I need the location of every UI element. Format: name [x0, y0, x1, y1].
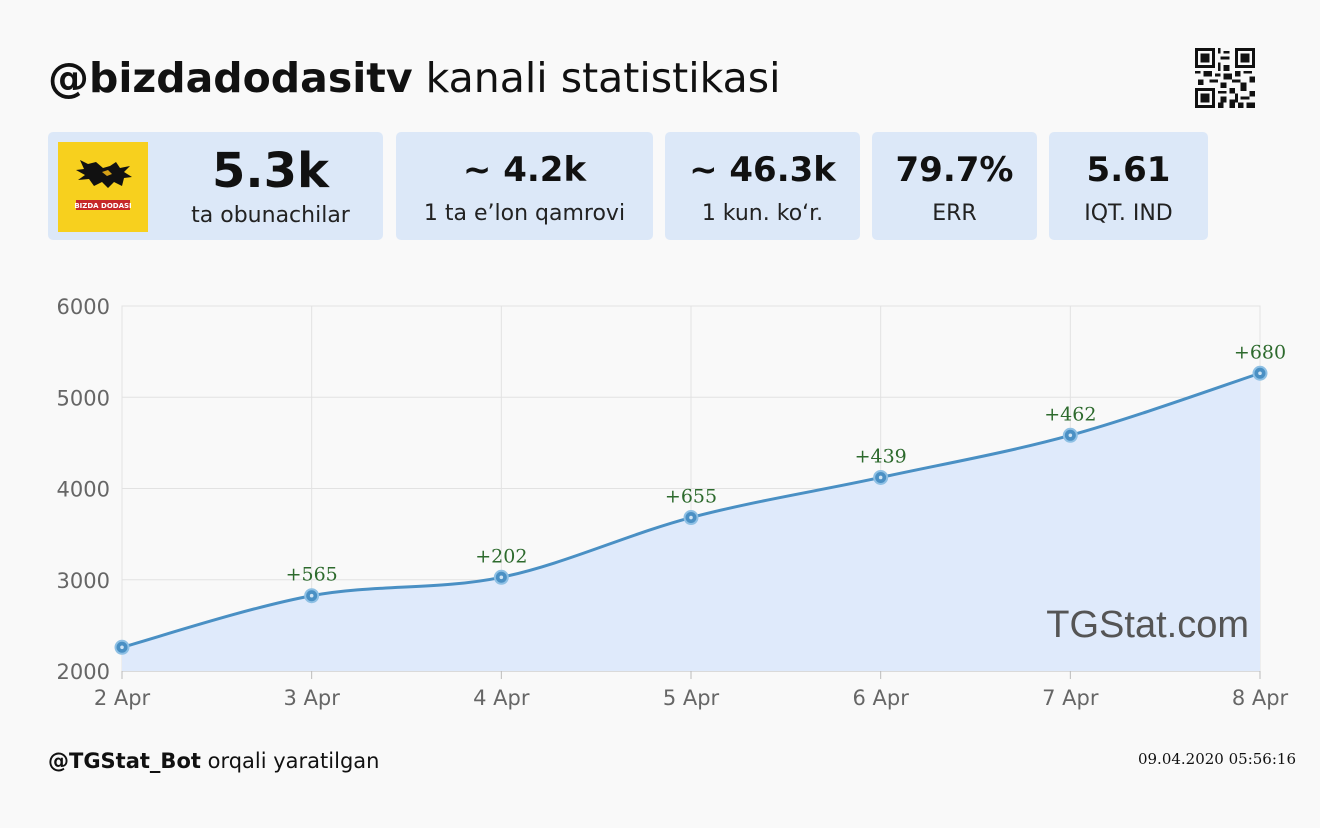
eagle-logo-icon: BIZDA DODASI [74, 160, 132, 210]
y-tick-label: 3000 [57, 569, 110, 593]
title-suffix: kanali statistikasi [425, 54, 781, 102]
x-tick-label: 2 Apr [94, 686, 151, 710]
stat-label: 1 kun. ko‘r. [701, 201, 824, 226]
stat-value: 5.3k [212, 143, 329, 199]
x-tick-label: 7 Apr [1042, 686, 1099, 710]
stat-value: 5.61 [1086, 150, 1171, 190]
stat-value: 79.7% [895, 150, 1014, 190]
stat-label: ta obunachilar [191, 203, 350, 228]
y-tick-label: 2000 [57, 660, 110, 684]
x-tick-label: 8 Apr [1232, 686, 1289, 710]
data-label: +680 [1234, 341, 1286, 363]
footer-suffix: orqali yaratilgan [207, 749, 380, 773]
stat-label: 1 ta e’lon qamrovi [423, 201, 626, 226]
footer-credit: @TGStat_Bot orqali yaratilgan [48, 746, 379, 776]
stat-value: ~ 4.2k [462, 150, 587, 190]
stat-err: 79.7% ERR [872, 132, 1037, 240]
stat-daily-views: ~ 46.3k 1 kun. ko‘r. [665, 132, 860, 240]
stat-subscribers: BIZDA DODASI 5.3k ta obunachilar [48, 132, 383, 240]
stat-post-reach: ~ 4.2k 1 ta e’lon qamrovi [396, 132, 653, 240]
data-point-center [878, 475, 883, 480]
y-tick-label: 5000 [57, 386, 110, 410]
data-label: +655 [665, 486, 717, 508]
timestamp: 09.04.2020 05:56:16 [1137, 750, 1296, 768]
data-label: +439 [855, 445, 907, 467]
page-title: @bizdadodasitv kanali statistikasi [48, 52, 780, 104]
data-label: +462 [1044, 403, 1096, 425]
x-tick-label: 6 Apr [852, 686, 909, 710]
data-label: +565 [286, 564, 338, 586]
watermark: TGStat.com [1046, 604, 1249, 646]
stat-label: ERR [932, 201, 977, 226]
qr-code-icon [1195, 48, 1255, 108]
data-label: +202 [475, 545, 527, 567]
stat-citation-index: 5.61 IQT. IND [1049, 132, 1208, 240]
channel-handle: @bizdadodasitv [48, 54, 413, 102]
data-point-center [1258, 371, 1262, 376]
x-tick-label: 4 Apr [473, 686, 530, 710]
data-point-center [1068, 433, 1073, 438]
data-point-center [689, 515, 693, 520]
stat-value: ~ 46.3k [689, 150, 836, 190]
data-point-center [120, 645, 124, 650]
y-tick-label: 6000 [57, 295, 110, 319]
x-tick-label: 3 Apr [283, 686, 340, 710]
svg-text:BIZDA DODASI: BIZDA DODASI [74, 202, 131, 210]
channel-avatar: BIZDA DODASI [58, 142, 148, 232]
x-tick-label: 5 Apr [663, 686, 720, 710]
stat-label: IQT. IND [1084, 201, 1173, 226]
y-tick-label: 4000 [57, 478, 110, 502]
data-point-center [309, 593, 314, 598]
data-point-center [499, 575, 504, 580]
bot-handle: @TGStat_Bot [48, 749, 201, 773]
